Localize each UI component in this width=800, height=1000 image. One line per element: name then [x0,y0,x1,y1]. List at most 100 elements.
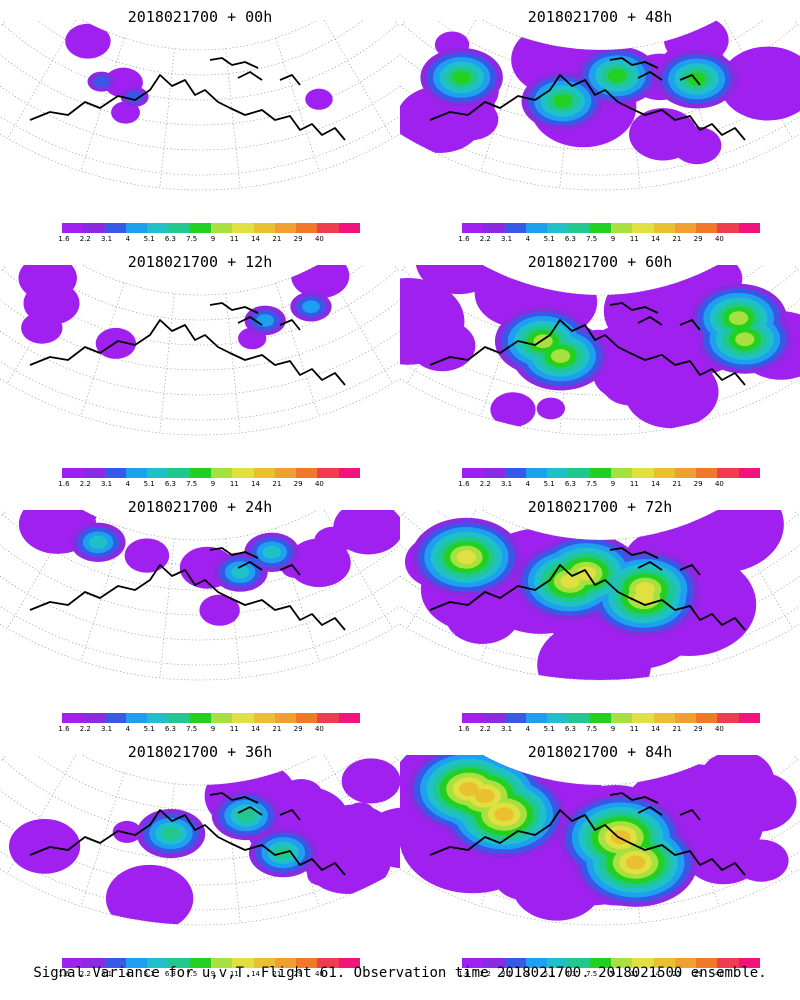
parallel-line [0,330,400,396]
panel-title: 2018021700 + 84h [527,743,673,761]
colorbar-swatch [674,713,697,723]
variance-blob [536,397,566,420]
colorbar-label: 7.5 [186,970,198,978]
colorbar-label: 6.3 [564,235,576,243]
colorbar-label: 5.1 [543,725,555,733]
panel-title: 2018021700 + 24h [127,498,273,516]
meridian-line [393,20,400,28]
colorbar-label: 6.3 [164,235,176,243]
colorbar-swatch [232,223,254,233]
colorbar-label: 4 [525,480,531,488]
colorbar-label: 1.6 [58,480,70,488]
colorbar-label: 7.5 [586,480,598,488]
colorbar-label: 2.2 [479,480,491,488]
colorbar-label: 3.1 [100,725,113,733]
colorbar-label: 29 [293,970,303,978]
colorbar-label: 40 [314,970,324,978]
coastline [429,792,746,876]
parallel-line [0,85,400,151]
variance-blob [105,864,194,926]
colorbar-swatch [610,958,633,968]
colorbar-swatch [317,468,339,478]
colorbar-swatch [210,468,233,478]
variance-blob [718,771,797,832]
colorbar-label: 14 [251,970,261,978]
colorbar-swatch [696,958,718,968]
colorbar-swatch [296,468,318,478]
variance-map [400,265,800,436]
variance-contour [256,314,275,327]
colorbar-label: 7.5 [586,725,598,733]
colorbar-swatch [83,713,105,723]
meridian-line [0,755,7,763]
colorbar-label: 11 [229,725,239,733]
variance-blob [705,541,738,566]
colorbar-swatch [274,958,297,968]
colorbar-label: 40 [314,725,324,733]
colorbar-swatch [632,223,654,233]
colorbar-swatch [62,958,84,968]
variance-blob [124,538,170,573]
colorbar-label: 1.6 [458,235,470,243]
variance-contour [560,574,580,589]
colorbar-label: 29 [293,725,303,733]
colorbar-label: 40 [314,480,324,488]
variance-map [0,510,400,681]
colorbar-label: 5.1 [543,970,555,978]
colorbar-labels: 1.6 2.2 3.1 4 5.1 6.3 7.5 9 11 14 21 29 40 [52,235,362,245]
colorbar-label: 40 [714,970,724,978]
colorbar-swatch [210,223,233,233]
colorbar-swatch [738,223,760,233]
colorbar-label: 5.1 [143,970,155,978]
colorbar-swatch [296,958,318,968]
colorbar-swatch [504,958,526,968]
colorbar-label: 2.2 [79,970,91,978]
colorbar-swatch [125,468,148,478]
colorbar-label: 9 [610,725,616,733]
coastline [429,57,746,141]
colorbar-label: 29 [293,480,303,488]
colorbar-swatch [274,713,297,723]
colorbar-label: 29 [293,235,303,243]
colorbar-label: 1.6 [458,725,470,733]
colorbar-swatch [696,468,718,478]
colorbar-label: 4 [125,480,131,488]
meridian-line [159,48,175,188]
colorbar-label: 7.5 [586,235,598,243]
colorbar [462,223,760,233]
parallel-line [400,868,800,926]
colorbar-swatch [568,468,590,478]
panel-title: 2018021700 + 12h [127,253,273,271]
variance-contour [302,300,320,314]
colorbar [62,468,360,478]
colorbar-swatch [147,223,169,233]
colorbar-swatch [210,713,233,723]
colorbar-label: 29 [693,235,703,243]
colorbar-label: 5.1 [143,480,155,488]
colorbar-swatch [674,223,697,233]
colorbar-swatch [147,713,169,723]
variance-contour [126,90,144,103]
parallel-line [0,623,400,681]
colorbar-swatch [210,958,233,968]
variance-contour [262,545,281,559]
colorbar-label: 7.5 [186,480,198,488]
colorbar-label: 14 [251,480,261,488]
variance-contour [625,855,646,870]
colorbar-swatch [62,713,84,723]
colorbar-swatch [232,958,254,968]
variance-contour [687,72,707,86]
colorbar-swatch [104,713,126,723]
colorbar-label: 29 [693,970,703,978]
variance-contour [459,781,479,796]
colorbar-swatch [147,958,169,968]
colorbar-swatch [189,713,211,723]
colorbar-label: 11 [229,235,239,243]
colorbar-label: 14 [651,725,661,733]
variance-contour [452,70,472,85]
colorbar-swatch [338,468,360,478]
variance-contour [93,75,110,88]
colorbar-swatch [738,468,760,478]
parallel-line [400,623,800,681]
variance-map [400,510,800,681]
